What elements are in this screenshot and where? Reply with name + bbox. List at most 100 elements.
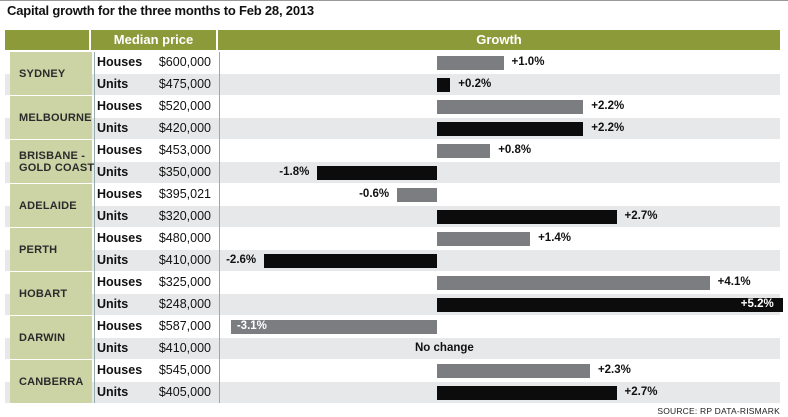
median-price: $545,000 — [158, 363, 211, 377]
median-price: $410,000 — [158, 341, 211, 355]
city-label: HOBART — [10, 272, 92, 315]
column-divider — [219, 52, 220, 403]
growth-label: +0.8% — [498, 144, 532, 156]
source-note: SOURCE: RP DATA-RISMARK — [657, 406, 780, 416]
city-label: PERTH — [10, 228, 92, 271]
city-label: SYDNEY — [10, 52, 92, 95]
city-name: DARWIN — [19, 332, 66, 344]
city-label: DARWIN — [10, 316, 92, 359]
top-rule — [0, 0, 788, 1]
houses-bar — [397, 188, 437, 202]
growth-label: +5.2% — [740, 298, 774, 310]
growth-label: +0.2% — [458, 78, 492, 90]
column-divider — [94, 52, 95, 403]
growth-header: Growth — [476, 32, 522, 47]
growth-label: +2.3% — [597, 364, 631, 376]
growth-label: +2.7% — [624, 386, 658, 398]
median-price: $405,000 — [158, 385, 211, 399]
row-type: Houses — [97, 231, 143, 245]
city-name: ADELAIDE — [19, 200, 77, 212]
row-type: Units — [97, 165, 129, 179]
growth-label: -1.8% — [279, 166, 310, 178]
row-type: Houses — [97, 99, 143, 113]
table-row: Houses $520,000 +2.2% — [5, 96, 780, 117]
city-name: CANBERRA — [19, 376, 84, 388]
row-type: Units — [97, 341, 129, 355]
city-name: PERTH — [19, 244, 58, 256]
houses-bar — [230, 320, 437, 334]
city-label: BRISBANE - GOLD COAST — [10, 140, 95, 183]
houses-bar — [437, 232, 531, 246]
units-bar — [437, 386, 617, 400]
row-type: Units — [97, 121, 129, 135]
houses-bar — [437, 364, 590, 378]
houses-bar — [437, 56, 504, 70]
city-label: ADELAIDE — [10, 184, 92, 227]
median-price-header: Median price — [113, 32, 194, 47]
median-price: $453,000 — [158, 143, 211, 157]
table-row: Houses $480,000 +1.4% — [5, 228, 780, 249]
table-row: Houses $587,000 -3.1% — [5, 316, 780, 337]
row-type: Houses — [97, 55, 143, 69]
growth-label: No change — [415, 342, 474, 354]
growth-label: +1.4% — [538, 232, 572, 244]
row-type: Houses — [97, 275, 143, 289]
city-label: CANBERRA — [10, 360, 92, 403]
table-row: Houses $545,000 +2.3% — [5, 360, 780, 381]
growth-label: -3.1% — [236, 320, 267, 332]
median-price: $587,000 — [158, 319, 211, 333]
median-price: $248,000 — [158, 297, 211, 311]
units-bar — [437, 210, 617, 224]
table-row: Units $410,000 -2.6% — [5, 250, 780, 271]
row-type: Units — [97, 297, 129, 311]
table-row: Units $405,000 +2.7% — [5, 382, 780, 403]
table-row: Units $410,000 No change — [5, 338, 780, 359]
units-bar — [264, 254, 437, 268]
row-type: Units — [97, 253, 129, 267]
houses-bar — [437, 100, 584, 114]
growth-label: -0.6% — [359, 188, 390, 200]
chart-title: Capital growth for the three months to F… — [7, 3, 314, 18]
units-bar — [437, 122, 584, 136]
units-bar — [317, 166, 437, 180]
growth-label: +4.1% — [717, 276, 751, 288]
growth-label: +2.7% — [624, 210, 658, 222]
row-type: Houses — [97, 143, 143, 157]
table-row: Units $248,000 +5.2% — [5, 294, 783, 315]
median-price: $520,000 — [158, 99, 211, 113]
median-price: $350,000 — [158, 165, 211, 179]
row-type: Units — [97, 385, 129, 399]
header-divider — [89, 30, 91, 50]
table-row: Houses $600,000 +1.0% — [5, 52, 780, 73]
median-price: $395,021 — [158, 187, 211, 201]
city-name: HOBART — [19, 288, 68, 300]
median-price: $325,000 — [158, 275, 211, 289]
row-type: Units — [97, 77, 129, 91]
houses-bar — [437, 276, 710, 290]
header-divider — [216, 30, 218, 50]
houses-bar — [437, 144, 491, 158]
growth-label: +2.2% — [591, 100, 625, 112]
row-type: Units — [97, 209, 129, 223]
table-row: Houses $453,000 +0.8% — [5, 140, 780, 161]
median-price: $475,000 — [158, 77, 211, 91]
table-row: Units $320,000 +2.7% — [5, 206, 780, 227]
table-row: Units $475,000 +0.2% — [5, 74, 780, 95]
units-bar — [437, 78, 451, 92]
median-price: $410,000 — [158, 253, 211, 267]
row-type: Houses — [97, 319, 143, 333]
city-name: SYDNEY — [19, 68, 66, 80]
median-price: $600,000 — [158, 55, 211, 69]
units-bar — [437, 298, 783, 312]
row-type: Houses — [97, 363, 143, 377]
table-row: Units $420,000 +2.2% — [5, 118, 780, 139]
growth-label: +1.0% — [511, 56, 545, 68]
table-row: Houses $325,000 +4.1% — [5, 272, 780, 293]
growth-label: -2.6% — [226, 254, 257, 266]
table-row: Houses $395,021 -0.6% — [5, 184, 780, 205]
city-label: MELBOURNE — [10, 96, 92, 139]
table-row: Units $350,000 -1.8% — [5, 162, 780, 183]
city-name: MELBOURNE — [19, 112, 92, 124]
median-price: $320,000 — [158, 209, 211, 223]
city-name: BRISBANE - GOLD COAST — [19, 150, 95, 174]
